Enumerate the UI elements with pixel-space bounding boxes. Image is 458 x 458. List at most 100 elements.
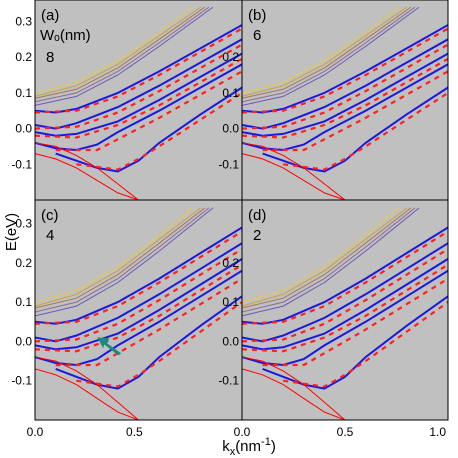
y-tick-label-right: -0.1 xyxy=(218,374,239,388)
red-dashed-line xyxy=(283,301,448,388)
upper-band-line xyxy=(242,6,416,103)
red-parabola-line xyxy=(35,356,139,420)
red-parabola-line xyxy=(35,368,139,420)
parameter-value: 4 xyxy=(46,227,54,244)
y-tick-label-left: 0.1 xyxy=(15,86,32,100)
y-tick-label-right: 0.0 xyxy=(222,334,239,348)
red-dashed-line xyxy=(35,43,242,130)
upper-band-line xyxy=(35,207,214,317)
x-axis-title: kx(nm-1) xyxy=(222,436,276,458)
panel-label: (a) xyxy=(41,7,59,24)
red-parabola-line xyxy=(242,368,346,420)
red-dashed-line xyxy=(76,91,242,171)
y-tick-label-right: -0.1 xyxy=(218,157,239,171)
panel-background xyxy=(242,200,448,420)
red-dashed-line xyxy=(242,230,448,325)
x-tick-label: 0.0 xyxy=(234,425,251,439)
red-parabola-line xyxy=(242,356,346,420)
upper-band-line xyxy=(35,6,210,103)
x-tick-label: 0.0 xyxy=(27,425,44,439)
series-group xyxy=(242,6,448,200)
y-tick-label-left: 0.3 xyxy=(15,217,32,231)
red-dashed-line xyxy=(76,301,242,388)
panels: (a) Wₒ(nm) 8 (b) 6 (c) 4 (d) 2 xyxy=(34,0,449,421)
upper-band-line xyxy=(35,6,214,106)
red-dashed-line xyxy=(35,57,242,139)
panel-d: (d) 2 xyxy=(241,199,449,421)
upper-band-line xyxy=(35,6,201,97)
red-dashed-line xyxy=(242,248,448,343)
red-dashed-line xyxy=(35,263,242,353)
red-dashed-line xyxy=(242,57,448,139)
upper-band-line xyxy=(242,6,399,94)
red-dashed-line xyxy=(262,70,448,152)
upper-band-line xyxy=(35,207,210,313)
red-dashed-line xyxy=(55,70,242,152)
y-tick-label-left: 0.3 xyxy=(15,14,32,28)
upper-band-line xyxy=(35,207,206,309)
panel-label: (b) xyxy=(248,7,266,24)
y-axis-title: E(eV) xyxy=(3,213,20,251)
panel-c: (c) 4 xyxy=(34,199,243,421)
red-dashed-line xyxy=(242,27,448,114)
y-tick-label-left: -0.1 xyxy=(11,374,32,388)
upper-band-line xyxy=(35,6,205,99)
y-tick-label-left: 0.1 xyxy=(15,295,32,309)
x-tick-label: 0.5 xyxy=(337,425,354,439)
red-parabola-line xyxy=(35,142,139,200)
red-parabola-line xyxy=(242,153,346,200)
panel-b: (b) 6 xyxy=(241,0,449,201)
parameter-value: 6 xyxy=(253,27,261,44)
red-dashed-line xyxy=(262,277,448,367)
panel-background xyxy=(35,0,242,200)
series-group xyxy=(35,207,242,420)
red-dashed-line xyxy=(283,91,448,171)
blue-band-line xyxy=(35,269,242,367)
red-dashed-line xyxy=(35,248,242,343)
y-tick-label-right: 0.2 xyxy=(222,50,239,64)
upper-band-line xyxy=(35,207,201,307)
upper-band-line xyxy=(242,207,420,317)
blue-band-line xyxy=(262,86,448,173)
upper-band-line xyxy=(242,207,416,313)
blue-band-line xyxy=(242,63,448,152)
upper-band-line xyxy=(242,6,420,106)
blue-band-line xyxy=(35,63,242,152)
red-dashed-line xyxy=(35,230,242,325)
parameter-value: 2 xyxy=(253,227,261,244)
y-tick-label-left: 0.0 xyxy=(15,334,32,348)
red-parabola-line xyxy=(35,153,139,200)
y-tick-label-left: 0.2 xyxy=(15,50,32,64)
panel-background xyxy=(242,0,448,200)
panel-frame xyxy=(241,199,449,421)
upper-band-line xyxy=(242,207,399,303)
blue-band-line xyxy=(262,295,448,390)
red-dashed-line xyxy=(242,43,448,130)
y-tick-label-left: 0.0 xyxy=(15,122,32,136)
upper-band-line xyxy=(242,6,408,97)
red-dashed-line xyxy=(55,277,242,367)
upper-band-line xyxy=(242,207,408,307)
x-axis-title-close: ) xyxy=(271,438,276,455)
panel-label: (d) xyxy=(248,207,266,224)
red-dashed-line xyxy=(35,27,242,114)
red-parabola-line xyxy=(242,142,346,200)
x-tick-label: 0.5 xyxy=(126,425,143,439)
upper-band-line xyxy=(242,6,412,99)
upper-band-line xyxy=(35,207,193,303)
panel-a: (a) Wₒ(nm) 8 xyxy=(34,0,243,201)
y-tick-label-right: 0.1 xyxy=(222,295,239,309)
blue-band-line xyxy=(55,86,242,173)
upper-band-line xyxy=(35,6,193,94)
red-dashed-line xyxy=(242,263,448,353)
x-tick-label: 1.0 xyxy=(429,425,446,439)
y-tick-label-left: -0.1 xyxy=(11,157,32,171)
panel-label: (c) xyxy=(41,207,59,224)
blue-band-line xyxy=(55,295,242,390)
y-tick-label-right: 0.0 xyxy=(222,122,239,136)
x-axis-title-sup: -1 xyxy=(261,436,271,448)
series-group xyxy=(242,207,448,420)
x-axis-title-unit: (nm xyxy=(235,438,261,455)
parameter-label: Wₒ(nm) xyxy=(40,27,91,44)
parameter-value: 8 xyxy=(46,49,54,66)
